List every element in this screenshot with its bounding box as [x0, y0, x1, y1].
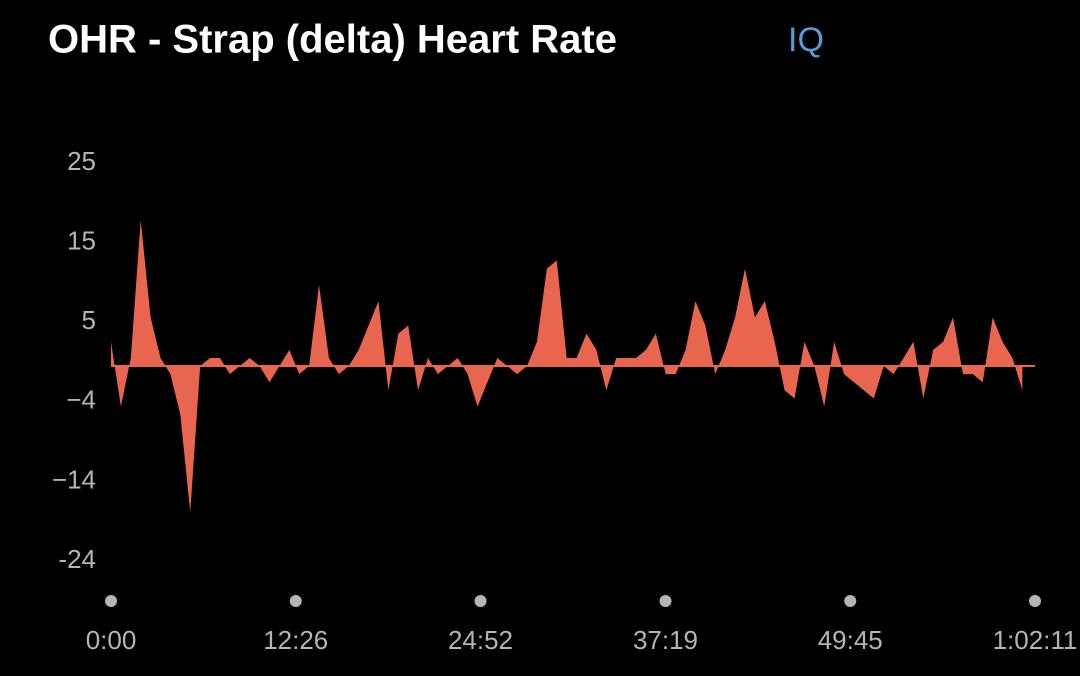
x-tick-label: 37:19: [633, 625, 698, 655]
x-tick-label: 1:02:11: [993, 625, 1078, 655]
y-tick-label: −14: [52, 464, 96, 494]
chart-title: OHR - Strap (delta) Heart Rate: [48, 18, 617, 62]
x-tick-dot: [289, 595, 302, 607]
iq-badge[interactable]: IQ: [788, 21, 824, 59]
x-tick-dot: [474, 595, 487, 607]
x-tick-label: 12:26: [263, 625, 328, 655]
x-tick-label: 49:45: [818, 625, 883, 655]
y-tick-label: −4: [66, 385, 96, 415]
y-tick-label: 15: [67, 225, 96, 255]
x-tick-label: 0:00: [86, 625, 137, 655]
y-tick-label: 5: [82, 305, 96, 335]
x-tick-dot: [659, 595, 672, 607]
y-tick-label: -24: [58, 544, 96, 574]
x-tick-dot: [1029, 595, 1041, 607]
y-tick-label: 25: [67, 146, 96, 176]
x-tick-dot: [105, 595, 117, 607]
x-tick-label: 24:52: [448, 625, 513, 655]
x-tick-dot: [844, 595, 857, 607]
